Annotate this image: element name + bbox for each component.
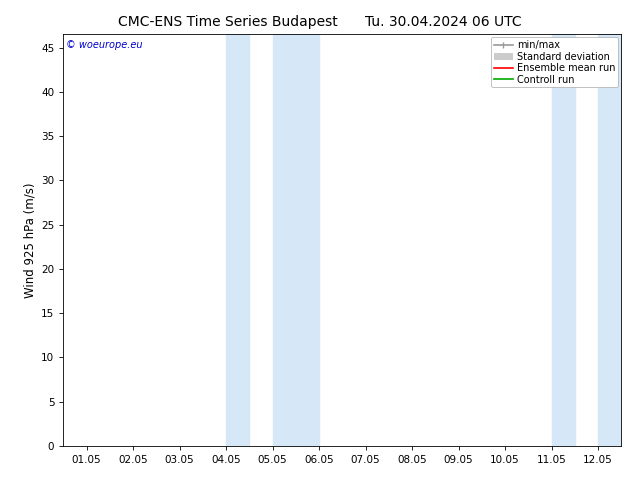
Bar [226,34,249,446]
Y-axis label: Wind 925 hPa (m/s): Wind 925 hPa (m/s) [24,182,37,298]
Bar [552,34,575,446]
Bar [598,34,621,446]
Legend: min/max, Standard deviation, Ensemble mean run, Controll run: min/max, Standard deviation, Ensemble me… [491,37,618,87]
Text: © woeurope.eu: © woeurope.eu [66,41,143,50]
Text: Tu. 30.04.2024 06 UTC: Tu. 30.04.2024 06 UTC [365,15,522,29]
Bar [273,34,319,446]
Text: CMC-ENS Time Series Budapest: CMC-ENS Time Series Budapest [119,15,338,29]
